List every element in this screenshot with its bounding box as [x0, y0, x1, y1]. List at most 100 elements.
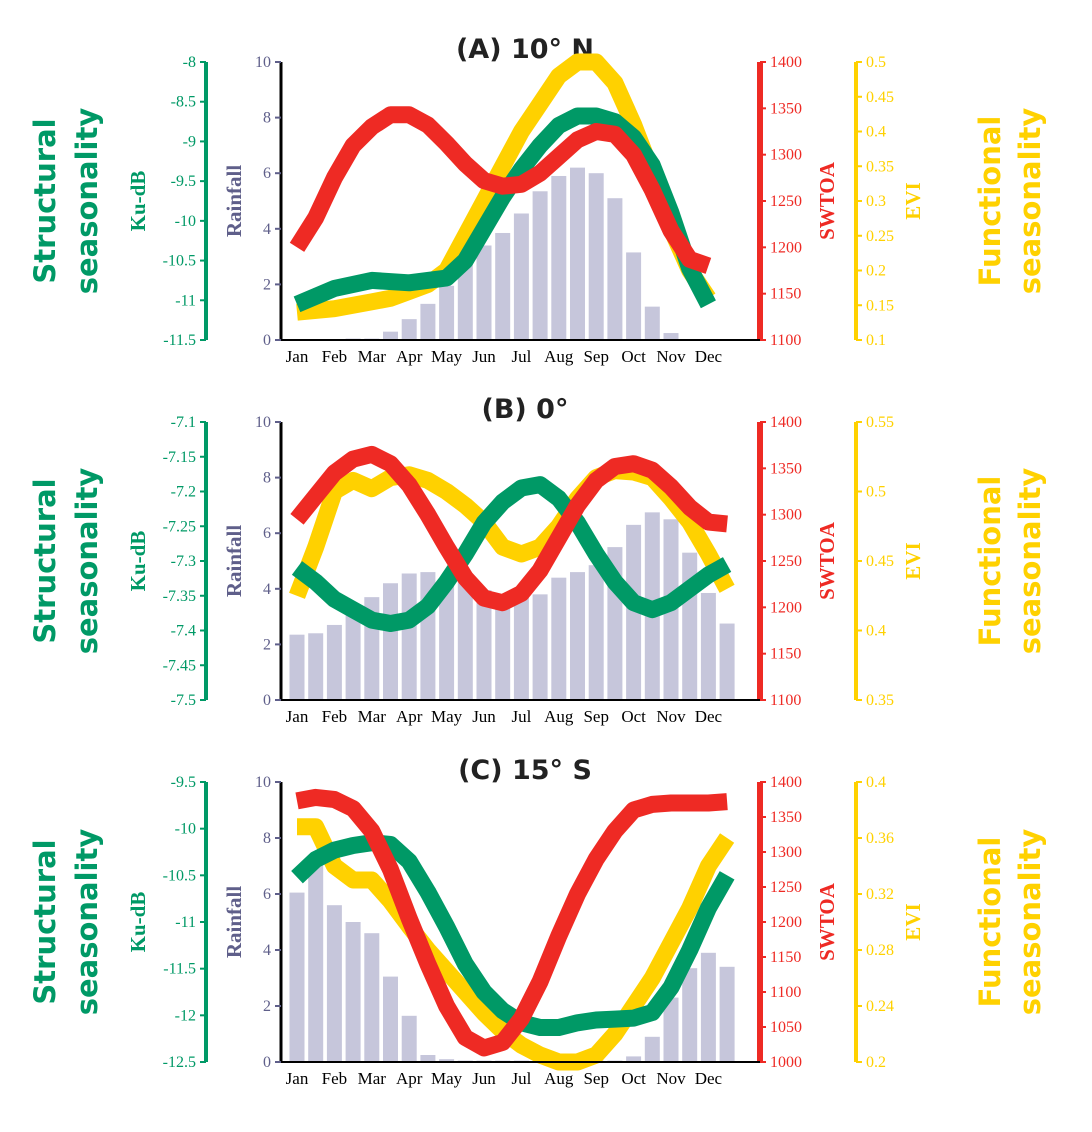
rainfall-bar	[513, 595, 529, 700]
panel-b: (B) 0°Structural seasonality Functional sea…	[28, 394, 1047, 726]
month-tick-label: Aug	[544, 347, 574, 366]
rainfall-bar	[326, 905, 342, 1062]
ku-db-line	[291, 834, 735, 1036]
swtoa-tick-label: 1300	[770, 844, 802, 861]
ku-db-tick-label: -11.5	[163, 961, 196, 978]
rainfall-bar	[476, 245, 492, 340]
ku-db-tick-label: -7.2	[171, 484, 196, 501]
swtoa-tick-label: 1250	[770, 879, 802, 896]
swtoa-line	[289, 106, 712, 274]
swtoa-tick-label: 1000	[770, 1054, 802, 1071]
rainfall-bar	[420, 1055, 436, 1062]
side-label-structural-line1: Structural	[28, 118, 62, 283]
rainfall-bar	[644, 1036, 660, 1062]
evi-tick-label: 0.32	[866, 886, 894, 903]
rainfall-bar	[420, 303, 436, 340]
rainfall-bar	[457, 262, 473, 340]
rainfall-bar	[383, 331, 398, 340]
rainfall-bar	[308, 633, 324, 700]
ku-db-axis-title: Ku-dB	[126, 171, 150, 232]
evi-tick-label: 0.25	[866, 228, 894, 245]
rainfall-tick-label: 8	[263, 830, 271, 847]
swtoa-tick-label: 1050	[770, 1019, 802, 1036]
swtoa-axis-title: SWTOA	[815, 521, 839, 600]
month-tick-label: Aug	[544, 1069, 574, 1088]
side-label-functional-line2: seasonality	[1013, 468, 1047, 655]
month-tick-label: May	[431, 347, 463, 366]
rainfall-tick-label: 6	[263, 525, 271, 542]
rainfall-tick-label: 4	[263, 581, 271, 598]
rainfall-bar	[439, 285, 455, 340]
rainfall-bar	[719, 966, 735, 1062]
month-tick-label: Jun	[472, 707, 496, 726]
month-tick-label: Jun	[472, 347, 496, 366]
month-tick-label: Mar	[358, 1069, 387, 1088]
ku-db-tick-label: -10.5	[163, 867, 196, 884]
ku-db-tick-label: -9.5	[171, 774, 196, 791]
side-label-functional-line2: seasonality	[1013, 829, 1047, 1016]
rainfall-bar	[364, 933, 380, 1062]
evi-tick-label: 0.55	[866, 414, 894, 431]
month-tick-label: Dec	[695, 347, 723, 366]
panel-title: (B) 0°	[482, 394, 569, 425]
month-tick-label: Nov	[656, 1069, 686, 1088]
rainfall-bar	[551, 577, 567, 700]
rainfall-tick-label: 4	[263, 221, 271, 238]
month-tick-label: Jul	[511, 1069, 531, 1088]
ku-db-tick-label: -7.1	[171, 414, 196, 431]
month-tick-label: Sep	[583, 347, 609, 366]
rainfall-bar	[495, 232, 511, 340]
ku-db-tick-label: -10.5	[163, 253, 196, 270]
rainfall-bar	[644, 306, 660, 340]
month-tick-label: Dec	[695, 707, 723, 726]
swtoa-axis-title: SWTOA	[815, 161, 839, 240]
rainfall-tick-label: 0	[263, 1054, 271, 1071]
rainfall-bar	[607, 198, 623, 340]
ku-db-tick-label: -7.3	[171, 553, 196, 570]
month-tick-label: May	[431, 707, 463, 726]
rainfall-bar	[326, 624, 342, 700]
month-tick-label: Apr	[396, 707, 423, 726]
month-tick-label: Jan	[286, 1069, 309, 1088]
side-label-structural-line1: Structural	[28, 478, 62, 643]
swtoa-tick-label: 1150	[770, 949, 801, 966]
rainfall-tick-label: 10	[255, 414, 271, 431]
evi-tick-label: 0.35	[866, 692, 894, 709]
ku-db-line	[291, 476, 732, 632]
ku-db-tick-label: -7.15	[163, 449, 196, 466]
ku-db-tick-label: -11	[175, 292, 196, 309]
rainfall-bar	[345, 922, 361, 1062]
ku-db-tick-label: -12	[175, 1007, 196, 1024]
evi-axis-title: EVI	[901, 542, 925, 579]
swtoa-tick-label: 1100	[770, 332, 801, 349]
swtoa-tick-label: 1100	[770, 692, 801, 709]
month-tick-label: Aug	[544, 707, 574, 726]
rainfall-bar	[401, 319, 417, 340]
rainfall-bar	[626, 252, 642, 340]
month-tick-label: Feb	[322, 1069, 348, 1088]
rainfall-bar	[588, 565, 604, 700]
rainfall-bar	[439, 1059, 455, 1062]
swtoa-tick-label: 1200	[770, 914, 802, 931]
side-label-functional-line1: Functional	[973, 116, 1007, 287]
rainfall-bar	[663, 997, 679, 1062]
evi-tick-label: 0.45	[866, 553, 894, 570]
evi-tick-label: 0.1	[866, 332, 886, 349]
rainfall-bar	[719, 623, 735, 700]
ku-db-tick-label: -12.5	[163, 1054, 196, 1071]
ku-db-tick-label: -9.5	[171, 173, 196, 190]
month-tick-label: Nov	[656, 347, 686, 366]
rainfall-bar	[457, 580, 473, 700]
swtoa-line	[290, 445, 728, 612]
swtoa-tick-label: 1300	[770, 147, 802, 164]
ku-db-tick-label: -7.5	[171, 692, 196, 709]
rainfall-bar	[532, 191, 548, 340]
swtoa-tick-label: 1400	[770, 414, 802, 431]
month-tick-label: Sep	[583, 1069, 609, 1088]
rainfall-bar	[495, 594, 511, 700]
swtoa-axis-title: SWTOA	[815, 882, 839, 961]
side-label-functional-line1: Functional	[973, 837, 1007, 1008]
ku-db-axis-title: Ku-dB	[126, 531, 150, 592]
evi-tick-label: 0.4	[866, 124, 886, 141]
